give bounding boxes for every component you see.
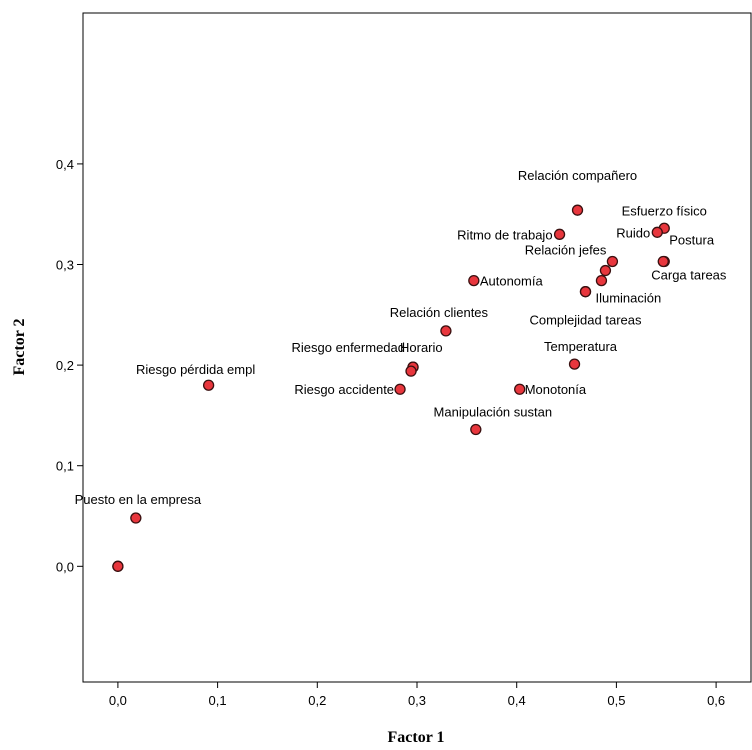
- data-point: [440, 325, 452, 337]
- point-label: Manipulación sustan: [434, 404, 553, 419]
- y-axis-title: Factor 2: [11, 318, 28, 375]
- data-point: [514, 383, 526, 395]
- x-tick-label: 0,4: [508, 693, 526, 708]
- point-label: Relación clientes: [390, 305, 489, 320]
- data-point: [657, 255, 669, 268]
- point-label: Puesto en la empresa: [75, 492, 202, 507]
- x-tick-label: 0,3: [408, 693, 426, 708]
- data-point: [394, 383, 406, 395]
- data-points: [112, 204, 670, 572]
- x-tick-label: 0,1: [209, 693, 227, 708]
- point-label: Relación jefes: [525, 242, 607, 257]
- y-tick-label: 0,4: [56, 157, 74, 172]
- x-axis-ticks: 0,0 0,1 0,2 0,3 0,4 0,5 0,6: [109, 682, 725, 708]
- data-point: [651, 226, 663, 238]
- point-label: Iluminación: [595, 291, 661, 306]
- x-axis-title: Factor 1: [387, 729, 444, 746]
- data-point: [405, 365, 417, 377]
- data-point: [130, 512, 142, 524]
- point-label: Esfuerzo físico: [622, 203, 707, 218]
- y-tick-label: 0,3: [56, 258, 74, 273]
- point-label: Temperatura: [544, 339, 618, 354]
- x-tick-label: 0,2: [308, 693, 326, 708]
- point-label: Riesgo accidente: [294, 382, 394, 397]
- data-point: [568, 358, 581, 370]
- point-label: Relación compañero: [518, 168, 637, 183]
- point-label: Monotonía: [525, 382, 587, 397]
- data-point: [470, 423, 482, 436]
- data-point: [595, 274, 608, 287]
- data-point: [579, 286, 592, 298]
- point-labels: Relación compañero Esfuerzo físico Ritmo d…: [75, 168, 727, 507]
- y-tick-label: 0,2: [56, 358, 74, 373]
- data-point: [468, 274, 480, 287]
- point-label: Horario: [400, 340, 443, 355]
- y-tick-label: 0,1: [56, 459, 74, 474]
- y-tick-label: 0,0: [56, 559, 74, 574]
- point-label: Postura: [669, 232, 715, 247]
- point-label: Ruido: [616, 225, 650, 240]
- point-label: Riesgo pérdida empl: [136, 362, 255, 377]
- data-point: [599, 264, 612, 277]
- x-tick-label: 0,0: [109, 693, 127, 708]
- data-point: [606, 255, 619, 268]
- point-label: Complejidad tareas: [529, 313, 642, 328]
- data-point: [571, 204, 584, 216]
- x-tick-label: 0,6: [707, 693, 725, 708]
- point-label: Carga tareas: [651, 267, 727, 282]
- y-axis-ticks: 0,0 0,1 0,2 0,3 0,4: [56, 157, 83, 574]
- point-label: Ritmo de trabajo: [457, 227, 552, 242]
- data-point: [202, 379, 215, 391]
- data-point: [553, 228, 566, 240]
- point-label: Riesgo enfermedad: [292, 340, 405, 355]
- x-tick-label: 0,5: [607, 693, 625, 708]
- data-point: [112, 560, 124, 572]
- point-label: Autonomía: [480, 274, 544, 289]
